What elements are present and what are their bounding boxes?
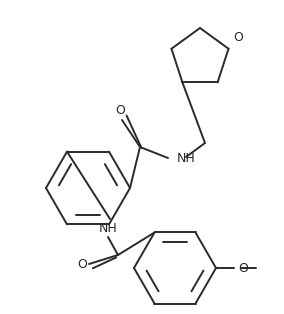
Text: O: O <box>233 31 243 44</box>
Text: NH: NH <box>177 151 196 165</box>
Text: O: O <box>115 105 125 117</box>
Text: NH: NH <box>99 223 117 236</box>
Text: O: O <box>238 262 248 274</box>
Text: O: O <box>77 257 87 270</box>
